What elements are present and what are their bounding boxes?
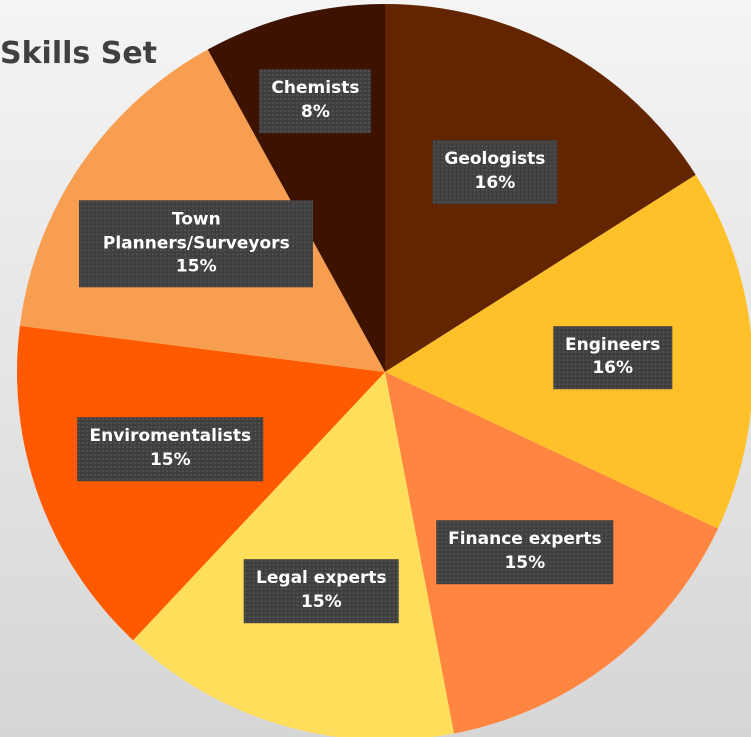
- data-label: Legal experts 15%: [244, 559, 399, 623]
- label-name: Engineers: [565, 334, 661, 355]
- label-value: 16%: [474, 173, 516, 194]
- data-label: Finance experts 15%: [436, 520, 614, 585]
- label-value: 8%: [300, 102, 330, 123]
- label-name: Enviromentalists: [89, 426, 252, 447]
- label-name: Finance experts: [448, 529, 602, 550]
- data-label: Chemists 8%: [259, 69, 372, 133]
- label-value: 15%: [149, 450, 191, 471]
- pie-slice: [17, 325, 385, 641]
- label-name: Chemists: [271, 78, 360, 99]
- label-value: 15%: [504, 553, 546, 574]
- data-label: Engineers 16%: [553, 325, 673, 390]
- data-label: Enviromentalists 15%: [77, 417, 264, 482]
- data-label: Town Planners/Surveyors 15%: [79, 200, 314, 288]
- label-name: Geologists: [444, 149, 546, 170]
- label-name: Legal experts: [256, 568, 387, 589]
- data-label: Geologists 16%: [432, 140, 558, 204]
- chart-title: Skills Set: [0, 36, 158, 71]
- pie-slice: [133, 372, 454, 737]
- label-name: Town Planners/Surveyors: [102, 209, 290, 253]
- label-value: 15%: [300, 592, 342, 613]
- label-value: 15%: [175, 256, 217, 277]
- label-value: 16%: [592, 358, 634, 379]
